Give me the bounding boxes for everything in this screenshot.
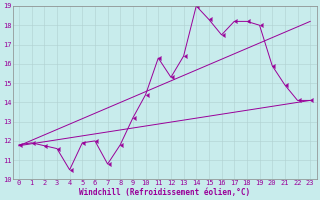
- X-axis label: Windchill (Refroidissement éolien,°C): Windchill (Refroidissement éolien,°C): [79, 188, 250, 197]
